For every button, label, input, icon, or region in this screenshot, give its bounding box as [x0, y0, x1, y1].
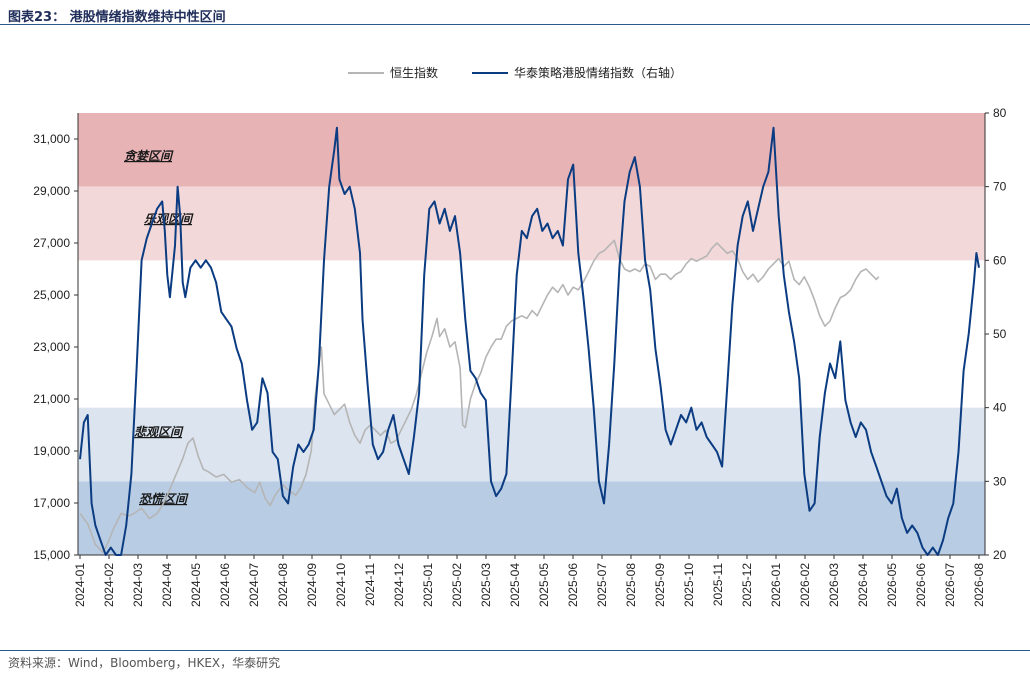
chart-legend: 恒生指数 华泰策略港股情绪指数（右轴）: [0, 64, 1030, 81]
x-tick-label: 2024-09: [305, 563, 319, 607]
zone-band-4: [78, 481, 985, 555]
x-tick-label: 2024-07: [247, 563, 261, 607]
x-tick-label: 2025-06: [566, 563, 580, 607]
legend-swatch-hsi: [347, 71, 384, 74]
x-tick-label: 2025-08: [624, 563, 638, 607]
title-divider: [0, 24, 1030, 25]
y-left-tick-label: 25,000: [33, 288, 70, 302]
x-tick-label: 2026-01: [769, 563, 783, 607]
source-note: 资料来源：Wind，Bloomberg，HKEX，华泰研究: [8, 656, 281, 670]
legend-item-hsi: 恒生指数: [347, 64, 438, 81]
y-right-tick-label: 40: [993, 401, 1007, 415]
series-line-hsi: [79, 239, 880, 554]
series-line-sentiment: [79, 126, 980, 556]
x-tick-label: 2025-10: [682, 563, 696, 607]
x-tick-label: 2025-12: [740, 563, 754, 607]
source-divider: [0, 650, 1030, 651]
x-tick-label: 2025-11: [711, 563, 725, 606]
x-tick-label: 2025-07: [595, 563, 609, 607]
x-tick-label: 2026-02: [798, 563, 812, 607]
x-tick-label: 2025-09: [653, 563, 667, 607]
y-left-tick-label: 15,000: [33, 548, 70, 562]
x-tick-label: 2024-06: [218, 563, 232, 607]
zone-label-1: 贪婪区间: [124, 149, 174, 163]
y-right-tick-label: 80: [993, 106, 1007, 120]
x-tick-label: 2026-03: [827, 563, 841, 607]
y-left-tick-label: 31,000: [33, 132, 70, 146]
legend-label-hsi: 恒生指数: [389, 66, 438, 80]
y-left-tick-label: 21,000: [33, 392, 70, 406]
legend-label-sentiment: 华泰策略港股情绪指数（右轴）: [514, 66, 683, 80]
zone-band-1: [78, 113, 985, 187]
chart-title: 图表23： 港股情绪指数维持中性区间: [8, 10, 226, 25]
x-tick-label: 2024-12: [392, 563, 406, 607]
y-right-tick-label: 30: [993, 474, 1007, 488]
x-tick-label: 2026-08: [972, 563, 986, 607]
x-tick-label: 2025-04: [508, 563, 522, 607]
y-right-tick-label: 20: [993, 548, 1007, 562]
legend-swatch-sentiment: [472, 71, 508, 74]
zone-label-2: 乐观区间: [144, 212, 194, 226]
y-right-tick-label: 70: [993, 180, 1007, 194]
x-tick-label: 2024-08: [276, 563, 290, 607]
y-left-tick-label: 17,000: [33, 496, 70, 510]
x-tick-label: 2026-04: [856, 563, 870, 607]
x-tick-label: 2026-05: [885, 563, 899, 607]
y-left-tick-label: 23,000: [33, 340, 70, 354]
x-tick-label: 2025-01: [421, 563, 435, 607]
x-tick-label: 2026-07: [943, 563, 957, 607]
zone-band-2: [78, 186, 985, 261]
y-left-tick-label: 27,000: [33, 236, 70, 250]
y-left-tick-label: 29,000: [33, 184, 70, 198]
x-tick-label: 2024-10: [334, 563, 348, 607]
x-tick-label: 2024-01: [73, 563, 87, 607]
legend-item-sentiment: 华泰策略港股情绪指数（右轴）: [472, 64, 682, 81]
x-tick-label: 2024-03: [131, 563, 145, 607]
x-tick-label: 2026-06: [914, 563, 928, 607]
x-tick-label: 2024-11: [363, 563, 377, 606]
y-right-tick-label: 60: [993, 253, 1007, 267]
x-tick-label: 2024-05: [189, 563, 203, 607]
zone-band-3: [78, 407, 985, 482]
zone-label-3: 悲观区间: [134, 425, 184, 439]
y-right-tick-label: 50: [993, 327, 1007, 341]
x-tick-label: 2025-05: [537, 563, 551, 607]
x-tick-label: 2024-04: [160, 563, 174, 607]
x-tick-label: 2025-03: [479, 563, 493, 607]
x-tick-label: 2025-02: [450, 563, 464, 607]
zone-label-4: 恐慌区间: [139, 492, 189, 506]
x-tick-label: 2024-02: [102, 563, 116, 607]
y-left-tick-label: 19,000: [33, 444, 70, 458]
